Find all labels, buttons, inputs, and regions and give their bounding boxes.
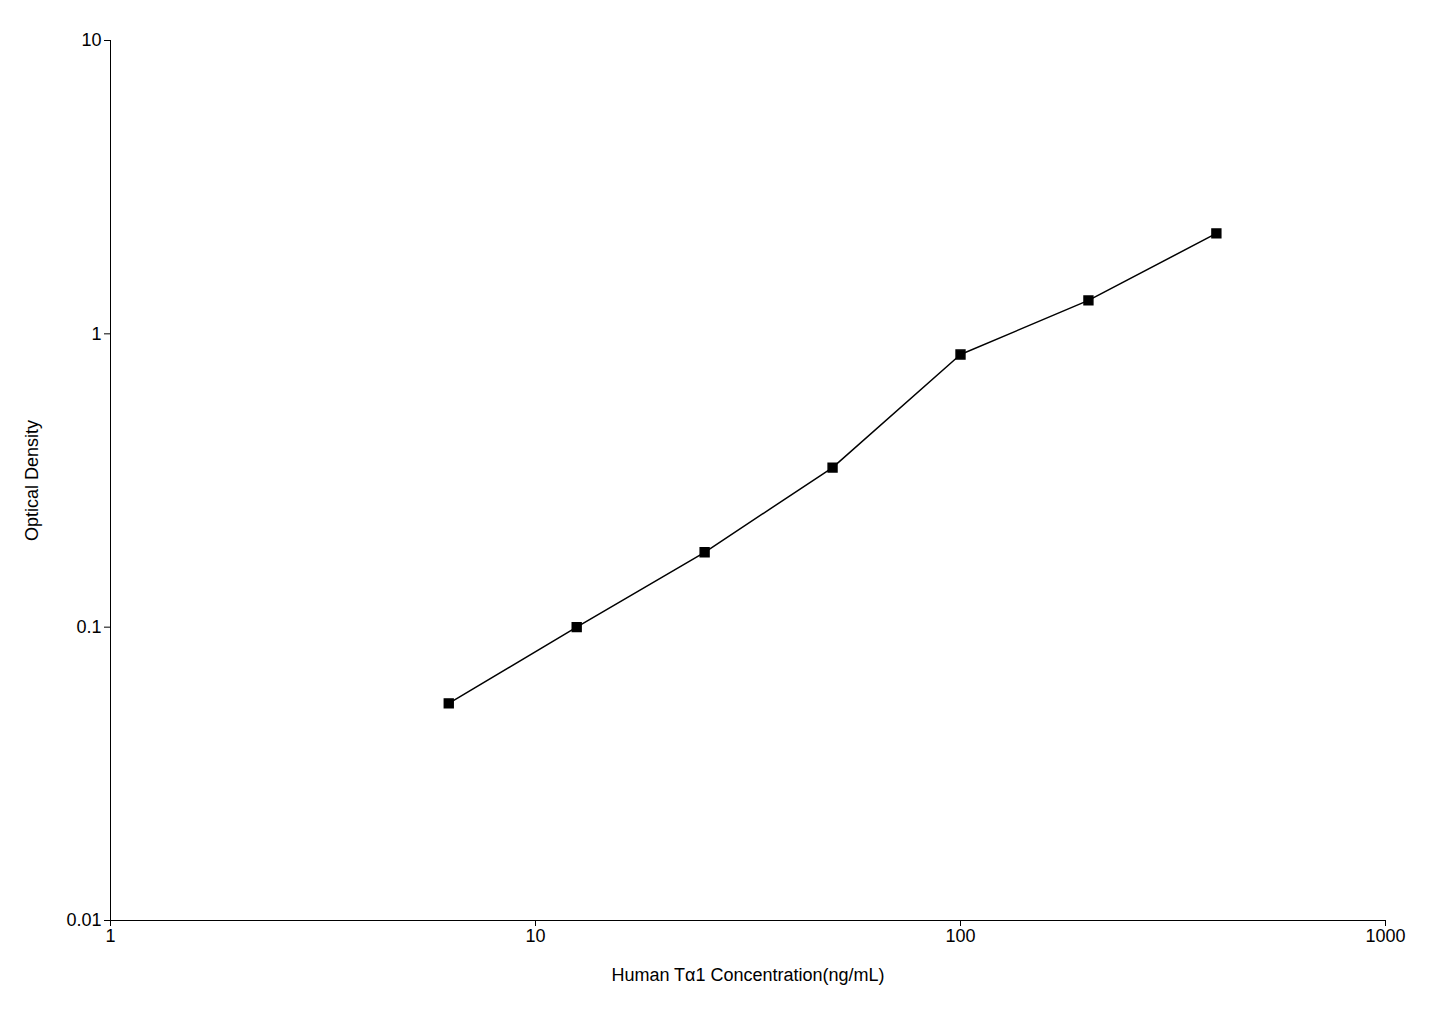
svg-text:10: 10	[81, 30, 101, 50]
svg-text:0.01: 0.01	[66, 910, 101, 930]
svg-text:100: 100	[945, 926, 975, 946]
svg-text:1: 1	[91, 324, 101, 344]
svg-text:1000: 1000	[1365, 926, 1405, 946]
svg-text:Optical Density: Optical Density	[22, 420, 42, 541]
svg-text:10: 10	[525, 926, 545, 946]
svg-text:Human Tα1 Concentration(ng/mL): Human Tα1 Concentration(ng/mL)	[611, 965, 884, 985]
svg-text:1: 1	[105, 926, 115, 946]
svg-text:0.1: 0.1	[76, 617, 101, 637]
